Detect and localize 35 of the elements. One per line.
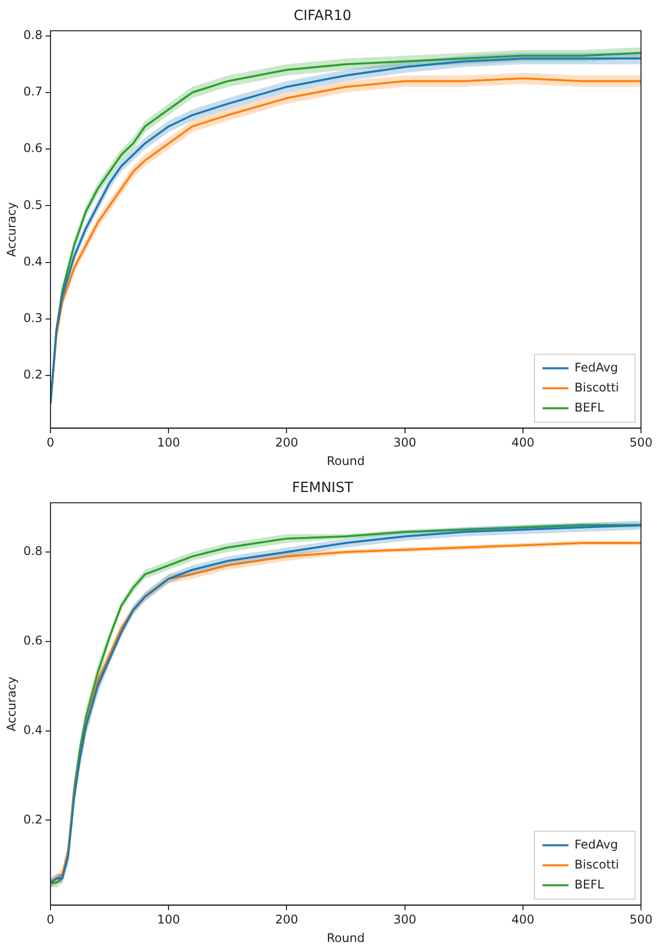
chart-title: FEMNIST bbox=[292, 480, 354, 496]
legend-label: BEFL bbox=[574, 400, 604, 414]
x-tick-label: 300 bbox=[393, 436, 416, 450]
legend-label: BEFL bbox=[574, 877, 604, 892]
legend-label: Biscotti bbox=[574, 380, 620, 394]
chart-title: CIFAR10 bbox=[294, 8, 352, 24]
x-tick-label: 300 bbox=[393, 912, 416, 927]
x-tick-label: 400 bbox=[511, 436, 534, 450]
y-tick-label: 0.6 bbox=[23, 634, 42, 648]
x-tick-label: 500 bbox=[630, 912, 652, 927]
y-tick-label: 0.3 bbox=[23, 311, 42, 326]
y-tick-label: 0.8 bbox=[23, 28, 42, 42]
y-tick-label: 0.8 bbox=[23, 544, 42, 558]
x-axis-title: Round bbox=[326, 930, 365, 945]
y-tick-label: 0.2 bbox=[23, 812, 42, 826]
legend-label: Biscotti bbox=[574, 857, 620, 872]
y-tick-label: 0.2 bbox=[23, 368, 42, 382]
y-tick-label: 0.4 bbox=[23, 254, 42, 268]
legend-label: FedAvg bbox=[574, 360, 618, 374]
y-tick-label: 0.4 bbox=[23, 722, 42, 737]
x-tick-label: 0 bbox=[46, 912, 54, 927]
y-tick-label: 0.6 bbox=[23, 141, 42, 156]
legend-label: FedAvg bbox=[574, 837, 618, 852]
y-tick-label: 0.7 bbox=[23, 84, 42, 99]
y-axis-title: Accuracy bbox=[4, 202, 18, 257]
x-tick-label: 500 bbox=[630, 436, 652, 450]
x-tick-label: 0 bbox=[46, 436, 54, 450]
x-tick-label: 200 bbox=[275, 436, 298, 450]
x-axis-title: Round bbox=[326, 454, 365, 468]
x-tick-label: 100 bbox=[157, 436, 180, 450]
y-axis-title: Accuracy bbox=[4, 676, 18, 732]
x-tick-label: 100 bbox=[157, 912, 180, 927]
x-tick-label: 400 bbox=[511, 912, 534, 927]
x-tick-label: 200 bbox=[275, 912, 298, 927]
y-tick-label: 0.5 bbox=[23, 198, 42, 212]
